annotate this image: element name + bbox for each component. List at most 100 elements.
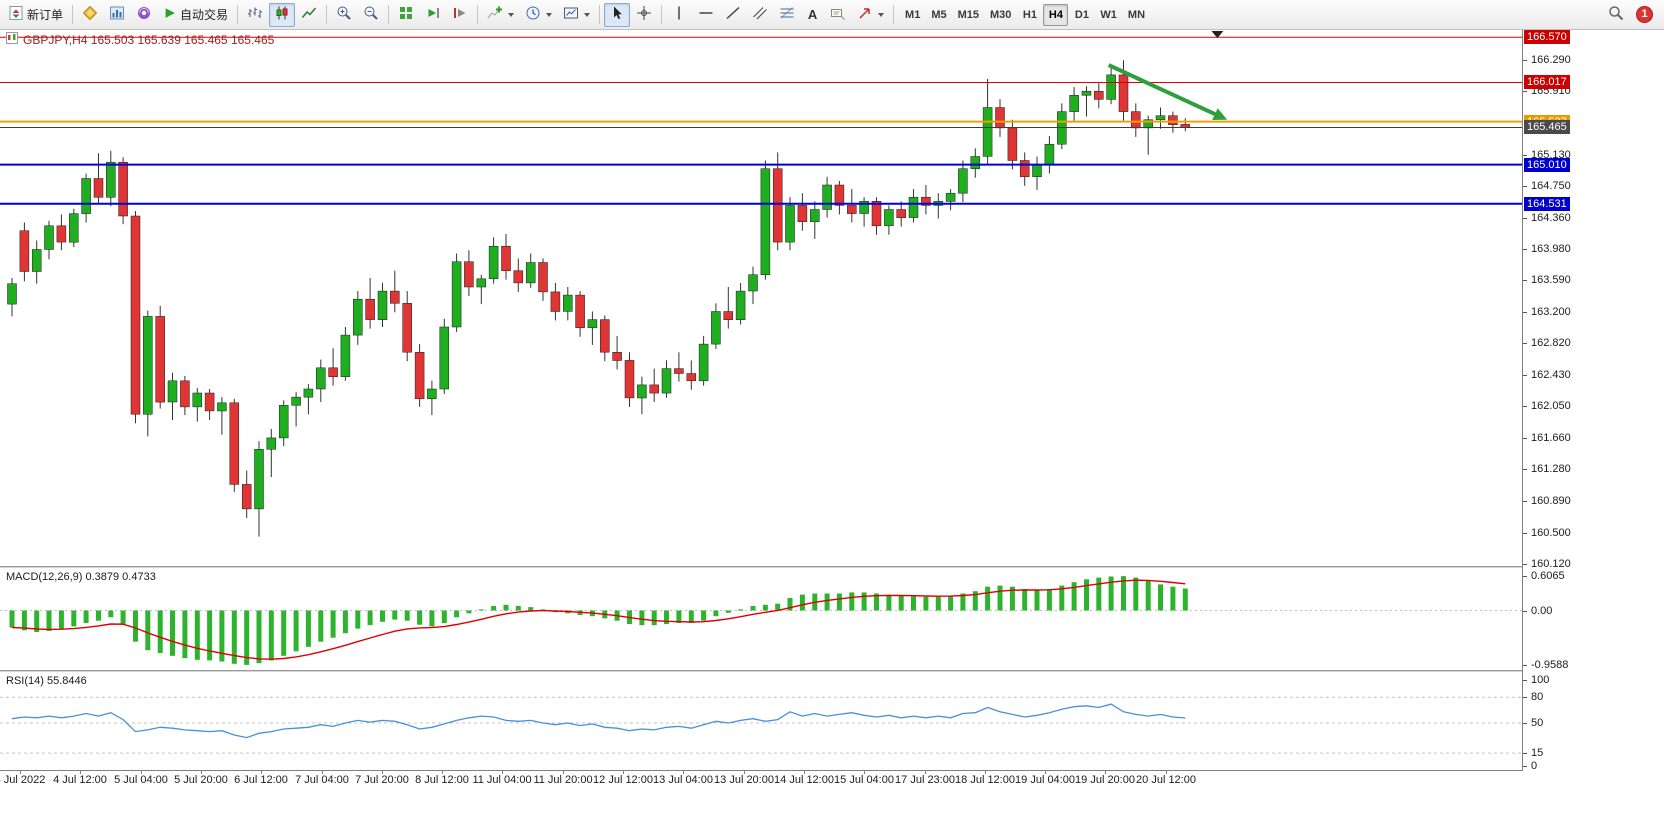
signals-icon <box>136 5 152 24</box>
price-scale-label: 164.360 <box>1531 212 1571 224</box>
zoom-in-icon <box>336 5 352 24</box>
chart-shift-button[interactable] <box>447 3 473 27</box>
new-order-icon <box>8 5 24 24</box>
time-axis-label: 5 Jul 04:00 <box>114 774 168 786</box>
new-order-button[interactable]: 新订单 <box>3 3 68 27</box>
price-level-badge: 166.570 <box>1524 30 1570 44</box>
cursor-icon <box>609 5 625 24</box>
time-axis-tick <box>563 770 564 774</box>
time-axis-tick <box>20 770 21 774</box>
indicators-button[interactable] <box>482 3 519 27</box>
chart-window: GBPJPY,H4 165.503 165.639 165.465 165.46… <box>0 30 1664 839</box>
price-scale-label: 160.500 <box>1531 527 1571 539</box>
price-scale-label: 162.050 <box>1531 400 1571 412</box>
scale-tick <box>1523 218 1527 219</box>
main-chart-panel[interactable] <box>0 30 1522 566</box>
time-axis-label: 14 Jul 12:00 <box>774 774 834 786</box>
time-axis-label: 18 Jul 12:00 <box>955 774 1015 786</box>
templates-button[interactable] <box>558 3 595 27</box>
time-axis-tick <box>201 770 202 774</box>
time-axis-tick <box>864 770 865 774</box>
toolbar-separator <box>893 5 895 24</box>
scale-tick <box>1523 406 1527 407</box>
crosshair-button[interactable] <box>631 3 657 27</box>
timeframe-m15-button[interactable]: M15 <box>953 4 984 26</box>
fibonacci-button[interactable] <box>774 3 800 27</box>
price-scale-label: 161.660 <box>1531 432 1571 444</box>
time-axis-label: 6 Jul 12:00 <box>234 774 288 786</box>
rsi-indicator-label: RSI(14) 55.8446 <box>6 675 87 687</box>
timeframe-h4-button[interactable]: H4 <box>1043 3 1069 26</box>
arrows-tool-icon <box>857 5 873 24</box>
metaeditor-button[interactable] <box>77 3 103 27</box>
text-button[interactable]: A <box>801 3 824 27</box>
autotrading-button[interactable]: 自动交易 <box>158 3 233 27</box>
price-scale[interactable]: 166.290 165.910 165.130 164.750 164.360 163.9… <box>1522 30 1664 772</box>
scale-tick <box>1523 564 1527 565</box>
panel-splitter[interactable] <box>0 566 1664 568</box>
templates-icon <box>563 5 579 24</box>
rsi-panel[interactable] <box>0 672 1522 770</box>
down-triangle-marker[interactable] <box>1211 31 1224 38</box>
line-chart-button[interactable] <box>296 3 322 27</box>
zoom-in-button[interactable] <box>331 3 357 27</box>
timeframe-mn-button[interactable]: MN <box>1123 4 1150 26</box>
timeframe-m5-button[interactable]: M5 <box>926 4 951 26</box>
timeframe-w1-button[interactable]: W1 <box>1095 4 1122 26</box>
panel-splitter[interactable] <box>0 670 1664 672</box>
chart-shift-icon <box>452 5 468 24</box>
tile-windows-icon <box>398 5 414 24</box>
time-axis[interactable]: 3 Jul 2022 4 Jul 12:00 5 Jul 04:00 5 Jul 20… <box>0 770 1522 790</box>
time-axis-label: 5 Jul 20:00 <box>174 774 228 786</box>
time-axis-tick <box>1166 770 1167 774</box>
scale-tick <box>1523 533 1527 534</box>
periods-button[interactable] <box>520 3 557 27</box>
cursor-button[interactable] <box>604 2 631 27</box>
signals-button[interactable] <box>131 3 157 27</box>
charts-button[interactable] <box>104 3 130 27</box>
price-scale-label: 162.430 <box>1531 369 1571 381</box>
scale-tick <box>1523 438 1527 439</box>
scale-tick <box>1523 469 1527 470</box>
scale-tick <box>1523 697 1527 698</box>
scale-tick <box>1523 766 1527 767</box>
trendline-button[interactable] <box>720 3 746 27</box>
time-axis-label: 12 Jul 12:00 <box>593 774 653 786</box>
timeframe-h1-button[interactable]: H1 <box>1017 4 1042 26</box>
macd-panel[interactable] <box>0 568 1522 670</box>
timeframe-m1-button[interactable]: M1 <box>900 4 925 26</box>
label-button[interactable] <box>825 3 851 27</box>
time-axis-label: 11 Jul 04:00 <box>472 774 532 786</box>
tile-windows-button[interactable] <box>393 3 419 27</box>
timeframe-m30-button[interactable]: M30 <box>985 4 1016 26</box>
time-axis-label: 11 Jul 20:00 <box>533 774 593 786</box>
arrows-button[interactable] <box>852 3 889 27</box>
toolbar-separator <box>326 5 328 24</box>
time-axis-label: 7 Jul 04:00 <box>295 774 349 786</box>
time-axis-tick <box>442 770 443 774</box>
notification-badge[interactable]: 1 <box>1636 6 1653 23</box>
trend-arrow-annotation[interactable] <box>1107 63 1228 120</box>
zoom-out-button[interactable] <box>358 3 384 27</box>
search-button[interactable] <box>1603 3 1629 27</box>
time-axis-tick <box>925 770 926 774</box>
indicators-icon <box>487 5 503 24</box>
candlestick-chart-button[interactable] <box>269 2 296 27</box>
timeframe-d1-button[interactable]: D1 <box>1069 4 1094 26</box>
vertical-line-button[interactable] <box>666 3 692 27</box>
bar-chart-button[interactable] <box>242 3 268 27</box>
scale-tick <box>1523 91 1527 92</box>
scale-tick <box>1523 576 1527 577</box>
search-icon <box>1608 5 1624 24</box>
chart-title-row: GBPJPY,H4 165.503 165.639 165.465 165.46… <box>6 32 274 47</box>
time-axis-tick <box>80 770 81 774</box>
channel-button[interactable] <box>747 3 773 27</box>
time-axis-label: 3 Jul 2022 <box>0 774 46 786</box>
chart-symbol-icon <box>6 32 18 47</box>
price-scale-label: 163.980 <box>1531 243 1571 255</box>
horizontal-line-button[interactable] <box>693 3 719 27</box>
auto-scroll-button[interactable] <box>420 3 446 27</box>
macd-scale-label: 0.00 <box>1531 605 1553 617</box>
trendline-icon <box>725 5 741 24</box>
scale-tick <box>1523 155 1527 156</box>
